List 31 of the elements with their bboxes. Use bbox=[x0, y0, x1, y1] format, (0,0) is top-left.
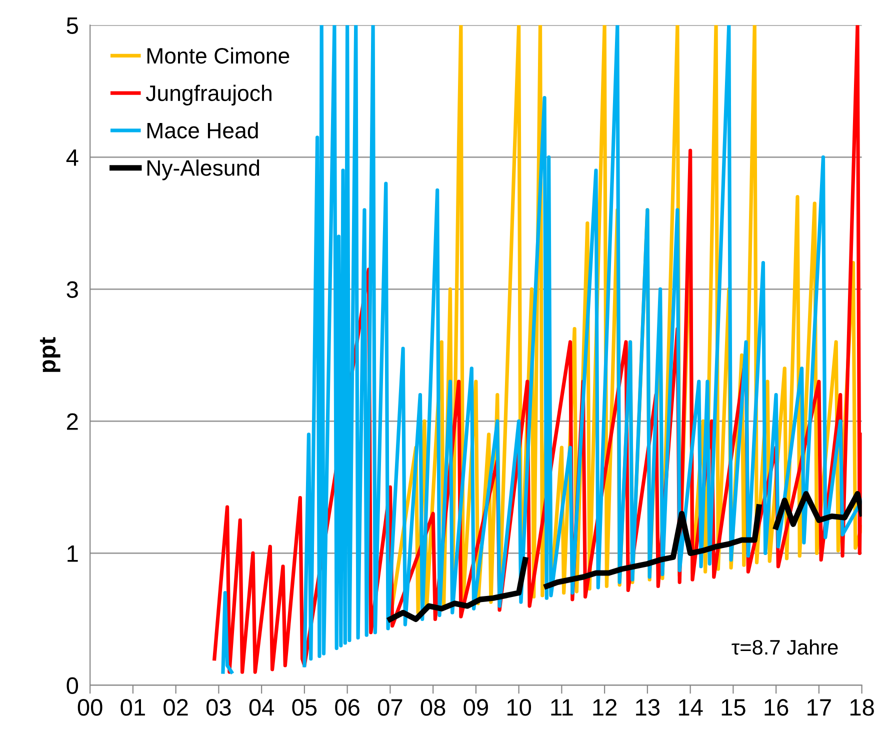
x-tick-label: 14 bbox=[678, 699, 703, 716]
y-tick-label: 3 bbox=[66, 281, 78, 298]
x-tick-label: 15 bbox=[722, 699, 746, 716]
y-axis-title: ppt bbox=[40, 337, 60, 372]
x-tick-label: 06 bbox=[335, 699, 360, 716]
x-tick-label: 17 bbox=[808, 699, 831, 716]
legend-label: Jungfraujoch bbox=[146, 84, 272, 106]
x-tick-label: 03 bbox=[206, 699, 231, 716]
x-tick-label: 18 bbox=[850, 699, 874, 716]
y-tick-label: 1 bbox=[68, 546, 78, 562]
y-tick-label: 4 bbox=[66, 149, 78, 166]
y-tick-label: 0 bbox=[66, 677, 78, 694]
x-tick-label: 09 bbox=[464, 699, 488, 716]
x-tick-label: 12 bbox=[593, 699, 617, 716]
x-tick-label: 08 bbox=[420, 699, 446, 716]
x-tick-label: 00 bbox=[78, 699, 102, 716]
annotation: τ=8.7 Jahre bbox=[732, 639, 838, 655]
x-tick-label: 01 bbox=[120, 699, 145, 716]
legend-label: Mace Head bbox=[147, 122, 258, 138]
x-tick-label: 04 bbox=[249, 699, 274, 716]
x-tick-label: 11 bbox=[551, 699, 573, 716]
y-tick-label: 5 bbox=[66, 17, 78, 34]
x-tick-label: 16 bbox=[764, 699, 788, 716]
x-tick-label: 13 bbox=[636, 699, 660, 716]
legend-label: Ny-Alesund bbox=[147, 160, 260, 180]
legend-label: Monte Cimone bbox=[147, 47, 290, 64]
y-tick-label: 2 bbox=[67, 413, 78, 430]
x-tick-label: 07 bbox=[378, 699, 402, 716]
x-tick-label: 10 bbox=[507, 699, 532, 716]
x-tick-label: 02 bbox=[164, 699, 188, 716]
x-tick-label: 05 bbox=[292, 699, 317, 716]
